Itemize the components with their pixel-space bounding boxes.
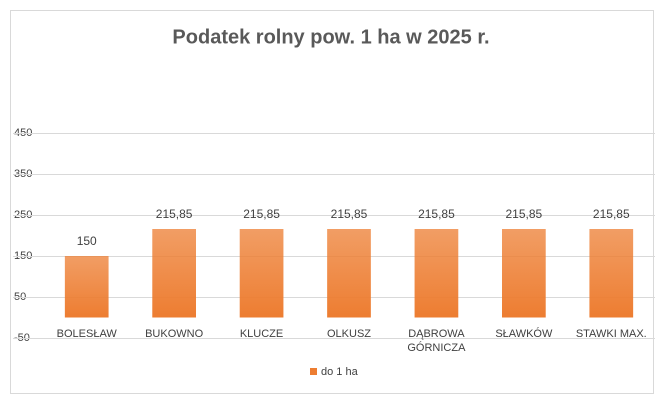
chart-border [10, 10, 654, 394]
y-tick-label: 450 [14, 127, 32, 139]
legend-swatch [310, 368, 317, 375]
data-label: 215,85 [418, 207, 455, 221]
y-tick-label: 250 [14, 209, 32, 221]
legend-label: do 1 ha [321, 366, 359, 378]
chart-title: Podatek rolny pow. 1 ha w 2025 r. [172, 26, 489, 48]
data-label: 215,85 [593, 207, 630, 221]
data-label: 150 [77, 234, 97, 248]
bar [589, 229, 634, 318]
x-tick-label: OLKUSZ [326, 328, 371, 340]
x-tick-label: BOLESŁAW [56, 328, 117, 340]
data-label: 215,85 [331, 207, 368, 221]
bar [414, 229, 459, 318]
data-label: 215,85 [156, 207, 193, 221]
y-tick-label: 150 [14, 250, 32, 262]
data-label: 215,85 [243, 207, 280, 221]
x-tick-label: DĄBROWA GÓRNICZA [407, 328, 466, 354]
bar [152, 229, 196, 318]
x-tick-label: STAWKI MAX. [575, 328, 647, 340]
x-tick-label: BUKOWNO [145, 328, 204, 340]
bar [502, 229, 546, 318]
data-label: 215,85 [506, 207, 543, 221]
y-tick-label: 50 [14, 291, 26, 303]
x-tick-label: KLUCZE [239, 328, 284, 340]
y-tick-label: -50 [14, 332, 30, 344]
bar [64, 256, 109, 318]
bar [327, 229, 371, 318]
y-tick-label: 350 [14, 168, 32, 180]
x-tick-label: SŁAWKÓW [495, 328, 553, 340]
bar [239, 229, 284, 318]
